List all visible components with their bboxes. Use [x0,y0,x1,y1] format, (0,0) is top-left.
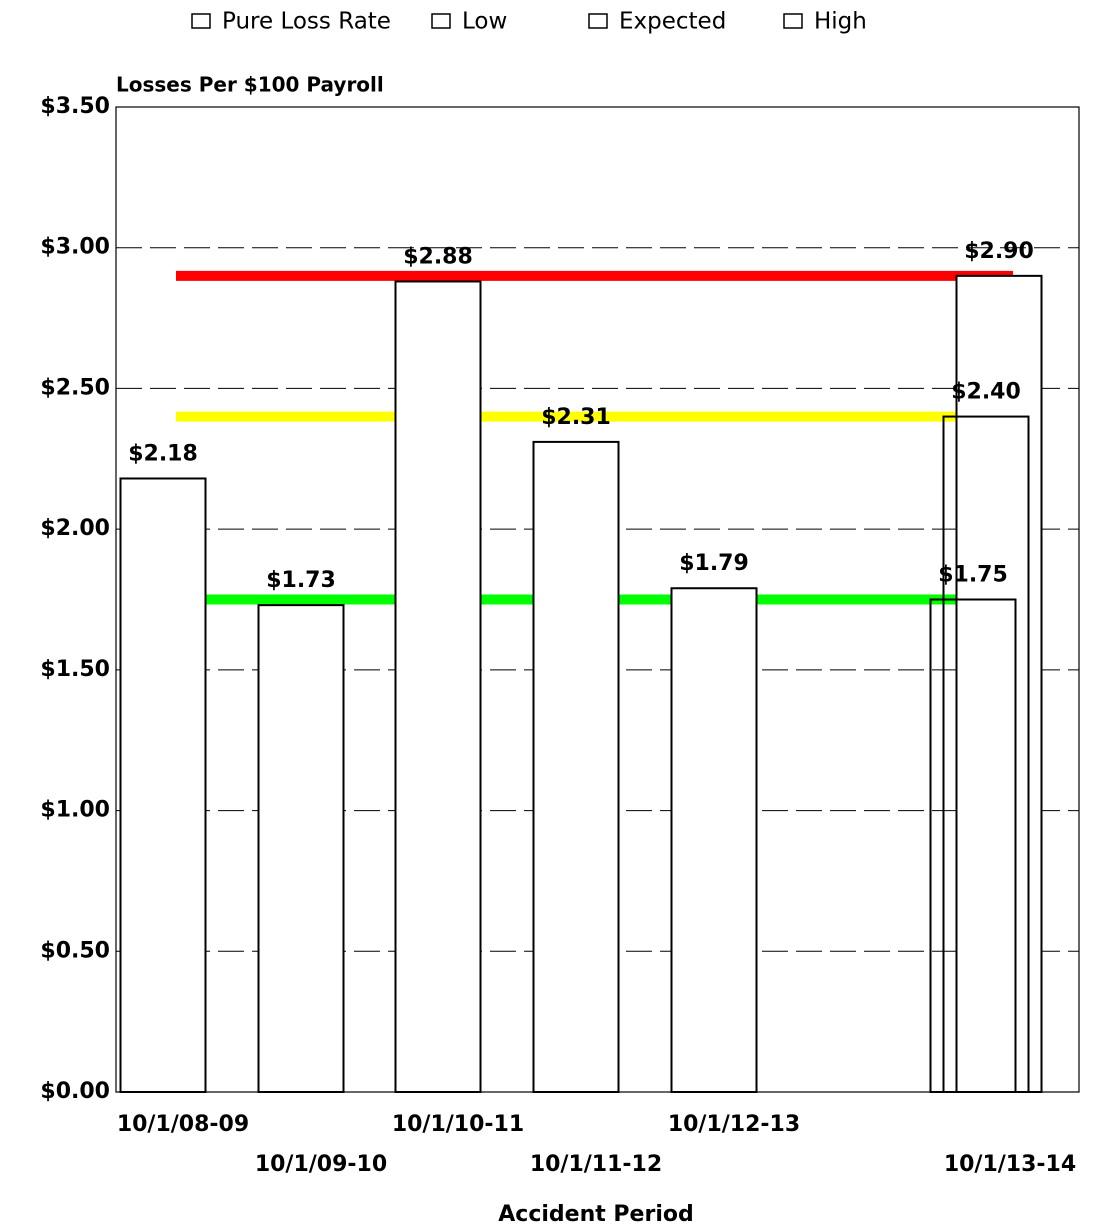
y-tick-label: $1.50 [40,657,110,682]
x-tick-label: 10/1/09-10 [255,1152,387,1177]
data-label: $1.73 [266,568,336,593]
y-tick-label: $2.00 [40,516,110,541]
legend-label: High [814,9,867,35]
bar [670,587,758,1093]
y-tick-label: $3.00 [40,235,110,260]
legend-swatch [588,13,608,29]
data-label: $1.79 [679,551,749,576]
x-tick-label: 10/1/13-14 [944,1152,1076,1177]
x-axis-label: Accident Period [498,1202,693,1227]
data-label: $2.18 [128,441,198,466]
y-axis-label: Losses Per $100 Payroll [116,73,384,97]
x-tick-label: 10/1/08-09 [117,1112,249,1137]
x-tick-label: 10/1/11-12 [530,1152,662,1177]
legend-swatch [783,13,803,29]
x-tick-label: 10/1/12-13 [668,1112,800,1137]
bar [929,598,1017,1093]
legend-label: Expected [619,9,726,35]
legend-label: Pure Loss Rate [222,9,391,35]
y-tick-label: $2.50 [40,375,110,400]
data-label: $2.31 [541,405,611,430]
legend-label: Low [462,9,507,35]
y-tick-label: $3.50 [40,94,110,119]
y-tick-label: $1.00 [40,798,110,823]
bar [532,440,620,1093]
data-label: $2.40 [951,380,1021,405]
data-label: $2.88 [403,244,473,269]
data-label: $2.90 [964,239,1034,264]
y-tick-label: $0.50 [40,938,110,963]
bar [955,274,1043,1094]
data-label: $1.75 [938,563,1008,588]
y-tick-label: $0.00 [40,1079,110,1104]
legend-swatch [191,13,211,29]
bar [394,280,482,1093]
x-tick-label: 10/1/10-11 [392,1112,524,1137]
bar [257,604,345,1094]
bar [119,477,207,1093]
legend-swatch [431,13,451,29]
